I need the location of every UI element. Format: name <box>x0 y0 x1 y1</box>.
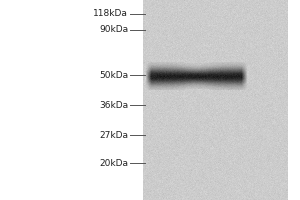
Text: 20kDa: 20kDa <box>99 158 128 168</box>
Text: 118kDa: 118kDa <box>93 9 128 19</box>
Text: 50kDa: 50kDa <box>99 71 128 79</box>
Text: 90kDa: 90kDa <box>99 25 128 34</box>
Text: 36kDa: 36kDa <box>99 100 128 110</box>
Text: 27kDa: 27kDa <box>99 130 128 140</box>
